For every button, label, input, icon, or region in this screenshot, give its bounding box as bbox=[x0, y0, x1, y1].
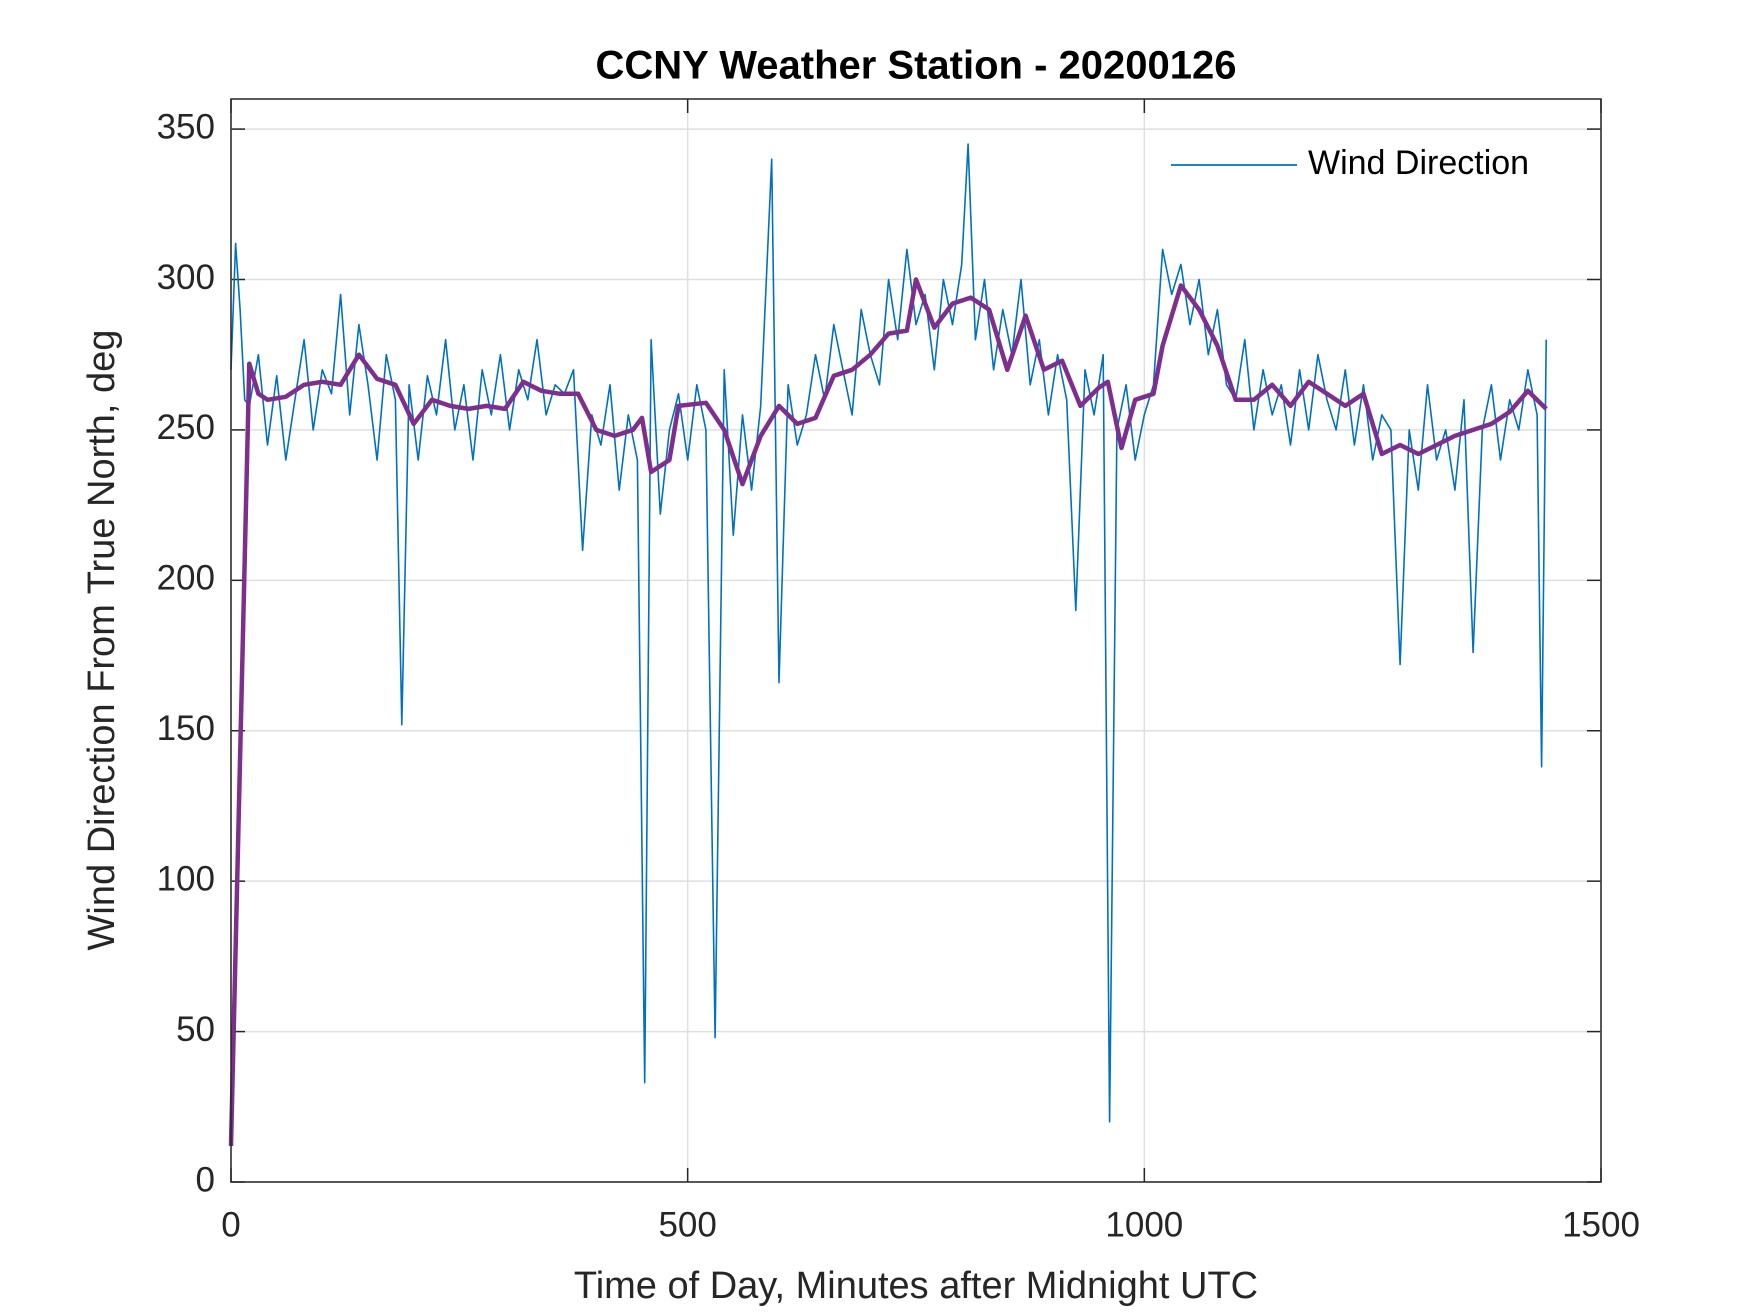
y-tick-label: 200 bbox=[157, 559, 215, 598]
y-tick-label: 350 bbox=[157, 107, 215, 146]
x-tick-label: 1500 bbox=[1562, 1205, 1640, 1244]
data-line bbox=[228, 277, 1548, 1146]
y-tick-label: 0 bbox=[196, 1160, 215, 1199]
y-tick-label: 150 bbox=[157, 709, 215, 748]
y-tick-label: 50 bbox=[176, 1010, 215, 1049]
x-tick-label: 500 bbox=[658, 1205, 716, 1244]
chart-title: CCNY Weather Station - 20200126 bbox=[596, 44, 1237, 88]
legend-label: Wind Direction bbox=[1308, 144, 1529, 182]
x-tick-label: 0 bbox=[221, 1205, 240, 1244]
axes-box bbox=[230, 98, 1602, 1183]
y-tick-label: 100 bbox=[157, 859, 215, 898]
y-tick-label: 300 bbox=[157, 258, 215, 297]
x-axis-label: Time of Day, Minutes after Midnight UTC bbox=[574, 1265, 1258, 1307]
y-axis-label: Wind Direction From True North, deg bbox=[81, 330, 123, 951]
x-tick-label: 1000 bbox=[1105, 1205, 1183, 1244]
data-line bbox=[230, 143, 1547, 1123]
y-tick-label: 250 bbox=[157, 408, 215, 447]
